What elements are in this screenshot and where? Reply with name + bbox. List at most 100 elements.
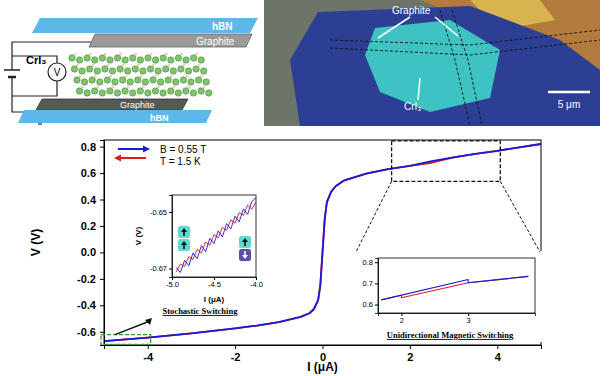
crystal-atom: [84, 90, 90, 96]
layer-label: Graphite: [120, 100, 155, 110]
inset-background: [132, 186, 262, 318]
figure: VhBNGraphiteCrI₃GraphitehBNGraphiteCrI₃5…: [0, 0, 615, 376]
crystal-atom: [119, 77, 125, 83]
crystal-atom: [71, 66, 77, 72]
crystal-atom: [160, 90, 166, 96]
y-tick-label: -0.6: [77, 326, 96, 338]
crystal-atom: [195, 52, 198, 55]
crystal-atom: [104, 77, 110, 83]
crystal-atom: [198, 63, 201, 66]
main-chart: -4-2024-0.6-0.4-0.20.00.20.40.60.8I (μA)…: [29, 140, 542, 374]
y-axis-title: V (V): [134, 227, 143, 246]
spin-icon: [178, 226, 190, 251]
layer-label: CrI₃: [26, 54, 46, 66]
x-tick-mark: [148, 345, 149, 349]
inset-title: Stochastic Switching: [163, 306, 239, 316]
crystal-atom: [175, 90, 181, 96]
x-tick: 2: [407, 345, 413, 363]
label-arrow: [378, 17, 410, 38]
crystal-atom: [114, 90, 120, 96]
crystal-atom: [195, 77, 201, 83]
x-tick: -4.0: [250, 277, 263, 289]
connectors: [115, 181, 540, 334]
y-tick-label: -0.65: [150, 208, 167, 217]
crystal-atom: [178, 66, 184, 72]
x-tick: 4: [495, 345, 502, 363]
crystal-atom: [157, 79, 163, 85]
x-axis: 23: [379, 313, 536, 325]
y-tick-mark: [375, 262, 378, 263]
battery-gap: [6, 70, 18, 78]
crystal-atom: [142, 79, 148, 85]
y-tick-mark: [100, 279, 104, 280]
photo-label: Graphite: [392, 5, 431, 16]
spin-cell: [239, 249, 251, 261]
battery-plate: [8, 76, 16, 79]
legend: [114, 146, 150, 162]
crystal-atom: [173, 79, 179, 85]
hbn-bottom: [18, 110, 212, 123]
voltmeter: [48, 63, 66, 81]
layer-label: Graphite: [196, 36, 235, 47]
layer-label: hBN: [150, 113, 169, 123]
crystal-atom: [127, 85, 130, 88]
crystal-atom: [119, 52, 122, 55]
crystal-atom: [130, 55, 136, 61]
scale-bar-label: 5 μm: [558, 99, 580, 110]
x-tick-mark: [235, 345, 236, 349]
y-axis-line: [375, 259, 379, 314]
crystal-atom: [154, 74, 157, 77]
graphite-bottom: [36, 99, 188, 110]
crystal-atom: [190, 55, 196, 61]
y-tick: -0.6: [77, 326, 104, 338]
crystal-atom: [152, 88, 158, 94]
crystal-atom: [157, 85, 160, 88]
annotation: T = 1.5 K: [160, 156, 201, 167]
crystal-atom: [107, 57, 113, 63]
crystal-atom: [152, 57, 158, 63]
crystal-atom: [106, 63, 109, 66]
crystal-atom: [183, 57, 189, 63]
crystal-atom: [109, 68, 115, 74]
photo-background: [264, 0, 600, 126]
x-tick: -4.5: [208, 277, 221, 289]
zoom-region: [101, 335, 151, 345]
crystal-atom: [149, 52, 152, 55]
hbn-region: [290, 6, 600, 126]
crystal-atom: [198, 57, 204, 63]
crystal-atom: [124, 74, 127, 77]
y-tick-label: -0.4: [77, 299, 97, 311]
crystal-atom: [188, 79, 194, 85]
crystal-atom: [132, 66, 138, 72]
crystal-atom: [76, 88, 82, 94]
legend-arrow: [118, 148, 146, 150]
y-axis: 0.60.70.8: [363, 258, 379, 313]
x-tick-label: -2: [231, 351, 241, 363]
y-tick-mark: [100, 252, 104, 253]
crystal-atom: [183, 88, 189, 94]
plot-area: [176, 198, 256, 273]
crystal-atom: [140, 68, 146, 74]
y-axis: -0.6-0.4-0.20.00.20.40.60.8: [77, 141, 104, 346]
x-tick: -2: [231, 345, 241, 363]
inset-stochastic: -5.0-4.5-4.0-0.67-0.65I (μA)V (V)Stochas…: [132, 186, 263, 318]
spin-cell: [239, 236, 251, 248]
y-tick-label: 0.2: [81, 220, 96, 232]
x-tick-label: 3: [467, 316, 471, 325]
series-line: [176, 198, 256, 273]
crystal-atom: [94, 68, 100, 74]
y-tick-mark: [100, 226, 104, 227]
inset-background: [354, 251, 542, 342]
crystal-atom: [187, 85, 190, 88]
x-tick-label: -4: [143, 351, 154, 363]
crystal-atom: [73, 52, 76, 55]
x-tick-mark: [497, 345, 498, 349]
crystal-atom: [79, 68, 85, 74]
x-tick: -5.0: [166, 277, 179, 289]
crystal-atom: [74, 77, 80, 83]
y-tick-label: 0.6: [81, 167, 96, 179]
crystal-atom: [81, 85, 84, 88]
y-tick-label: 0.0: [81, 246, 96, 258]
crystal-atom: [78, 74, 81, 77]
y-axis-title: V (V): [29, 229, 43, 256]
